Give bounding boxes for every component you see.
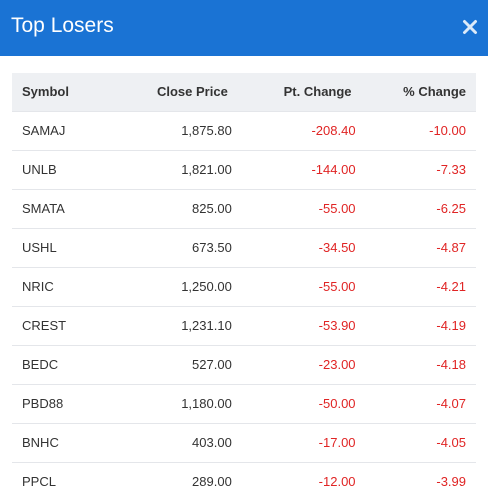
pct-change-cell: -4.18 <box>436 357 466 372</box>
symbol-cell: PBD88 <box>22 396 64 411</box>
table-row[interactable]: SMATA 825.00 -55.00 -6.25 <box>12 189 476 228</box>
column-header-pt-change[interactable]: Pt. Change <box>283 84 352 100</box>
column-header-close-price[interactable]: Close Price <box>156 84 228 100</box>
symbol-cell: SAMAJ <box>22 123 66 138</box>
column-header-pct-change[interactable]: % Change <box>403 84 466 100</box>
close-price-cell: 289.00 <box>192 474 232 490</box>
table-row[interactable]: PPCL 289.00 -12.00 -3.99 <box>12 462 476 494</box>
close-price-cell: 1,821.00 <box>181 162 232 177</box>
close-button[interactable] <box>462 19 478 35</box>
close-price-cell: 1,250.00 <box>181 279 232 294</box>
pct-change-cell: -4.19 <box>436 318 466 333</box>
symbol-cell: BEDC <box>22 357 59 372</box>
pct-change-cell: -3.99 <box>436 474 466 490</box>
close-price-cell: 403.00 <box>192 435 232 450</box>
pct-change-cell: -4.21 <box>436 279 466 294</box>
symbol-cell: UNLB <box>22 162 57 177</box>
close-price-cell: 825.00 <box>192 201 232 216</box>
pt-change-cell: -144.00 <box>311 162 356 177</box>
table-row[interactable]: SAMAJ 1,875.80 -208.40 -10.00 <box>12 111 476 150</box>
close-price-cell: 1,231.10 <box>181 318 232 333</box>
pct-change-cell: -6.25 <box>436 201 466 216</box>
table-row[interactable]: CREST 1,231.10 -53.90 -4.19 <box>12 306 476 345</box>
losers-table-container: Symbol Close Price Pt. Change % Change S… <box>12 73 476 494</box>
symbol-cell: BNHC <box>22 435 59 450</box>
pt-change-cell: -12.00 <box>318 474 356 490</box>
symbol-cell: CREST <box>22 318 67 333</box>
table-row[interactable]: BEDC 527.00 -23.00 -4.18 <box>12 345 476 384</box>
table-row[interactable]: BNHC 403.00 -17.00 -4.05 <box>12 423 476 462</box>
symbol-cell: USHL <box>22 240 57 255</box>
pct-change-cell: -4.05 <box>436 435 466 450</box>
close-price-cell: 1,180.00 <box>181 396 232 411</box>
table-row[interactable]: UNLB 1,821.00 -144.00 -7.33 <box>12 150 476 189</box>
table-row[interactable]: USHL 673.50 -34.50 -4.87 <box>12 228 476 267</box>
close-price-cell: 527.00 <box>192 357 232 372</box>
close-price-cell: 1,875.80 <box>181 123 232 138</box>
pt-change-cell: -34.50 <box>318 240 356 255</box>
pt-change-cell: -23.00 <box>318 357 356 372</box>
pt-change-cell: -50.00 <box>318 396 356 411</box>
pt-change-cell: -53.90 <box>318 318 356 333</box>
pt-change-cell: -55.00 <box>318 201 356 216</box>
close-icon <box>463 20 477 34</box>
pct-change-cell: -4.07 <box>436 396 466 411</box>
table-header-row: Symbol Close Price Pt. Change % Change <box>12 73 476 111</box>
close-price-cell: 673.50 <box>192 240 232 255</box>
modal-header: Top Losers <box>0 0 488 56</box>
pct-change-cell: -7.33 <box>436 162 466 177</box>
table-row[interactable]: NRIC 1,250.00 -55.00 -4.21 <box>12 267 476 306</box>
pt-change-cell: -17.00 <box>318 435 356 450</box>
pt-change-cell: -55.00 <box>318 279 356 294</box>
table-row[interactable]: PBD88 1,180.00 -50.00 -4.07 <box>12 384 476 423</box>
modal-title: Top Losers <box>11 14 114 37</box>
column-header-symbol[interactable]: Symbol <box>22 84 69 100</box>
symbol-cell: PPCL <box>22 474 56 490</box>
losers-table: Symbol Close Price Pt. Change % Change S… <box>12 73 476 494</box>
pct-change-cell: -4.87 <box>436 240 466 255</box>
symbol-cell: NRIC <box>22 279 54 294</box>
pt-change-cell: -208.40 <box>311 123 356 138</box>
pct-change-cell: -10.00 <box>429 123 466 138</box>
symbol-cell: SMATA <box>22 201 65 216</box>
